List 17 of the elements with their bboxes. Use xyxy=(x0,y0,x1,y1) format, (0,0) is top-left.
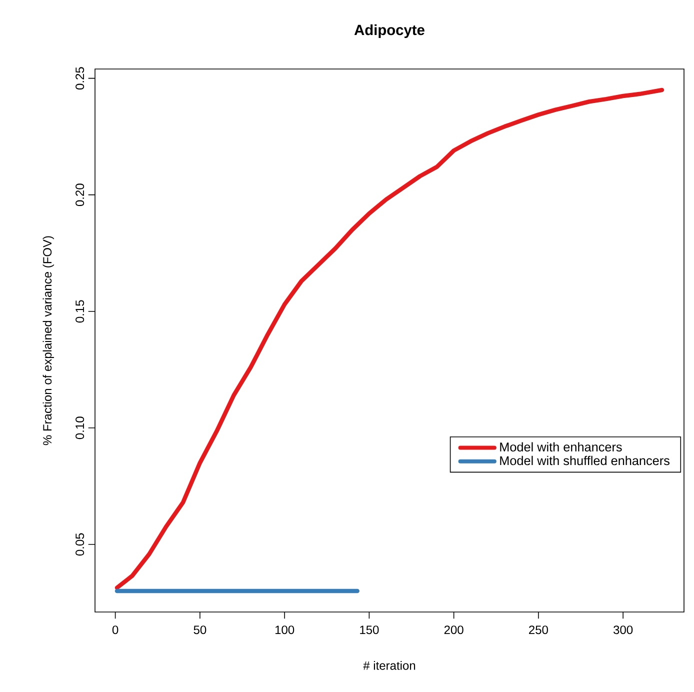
chart-title: Adipocyte xyxy=(354,24,424,38)
x-axis-title: # iteration xyxy=(363,661,416,670)
y-tick-label: 0.10 xyxy=(76,416,84,440)
x-tick-label: 250 xyxy=(529,626,548,634)
y-tick-label: 0.20 xyxy=(76,184,84,206)
x-tick-label: 150 xyxy=(360,626,379,634)
x-tick-label: 300 xyxy=(614,626,633,634)
legend-label: Model with enhancers xyxy=(500,442,622,452)
y-tick-label: 0.15 xyxy=(76,300,84,323)
x-tick-label: 50 xyxy=(194,626,206,634)
x-tick-label: 200 xyxy=(444,626,464,634)
y-tick-label: 0.05 xyxy=(76,533,84,556)
x-tick-label: 100 xyxy=(275,626,294,634)
legend-label: Model with shuffled enhancers xyxy=(500,456,670,466)
y-tick-label: 0.25 xyxy=(76,67,84,90)
y-axis-title: % Fraction of explained variance (FOV) xyxy=(42,236,54,446)
x-tick-label: 0 xyxy=(112,626,118,634)
